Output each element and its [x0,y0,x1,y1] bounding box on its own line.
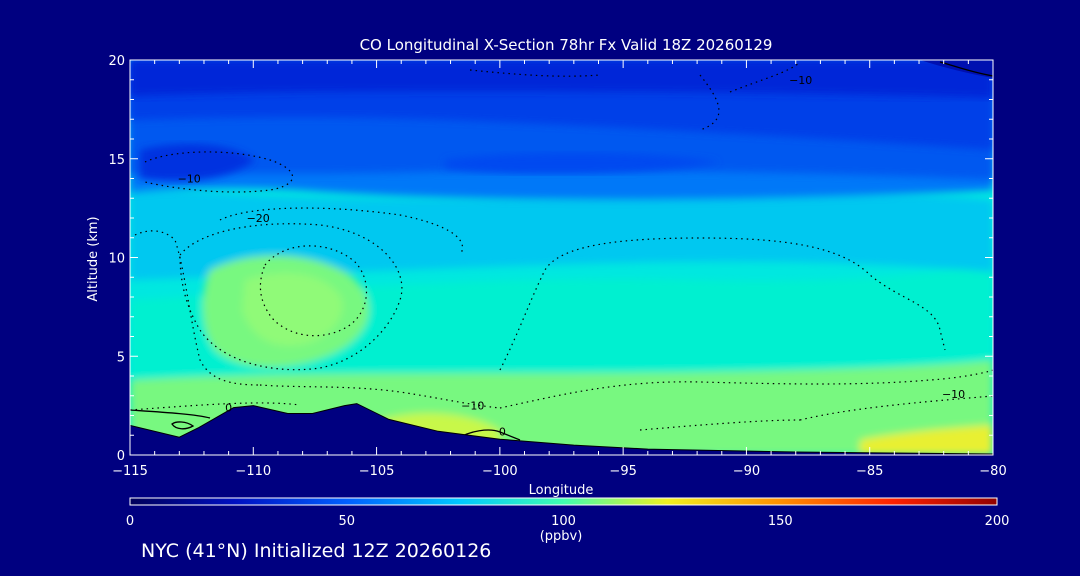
contour-label: −10 [942,388,965,401]
colorbar-tick-label: 50 [338,514,355,529]
y-axis-label: Altitude (km) [86,216,101,301]
x-axis: −115 −110 −105 −100 −95 −90 −85 −80 [112,60,1007,479]
contour-label: −20 [247,212,270,225]
x-tick-label: −100 [482,464,518,479]
terrain-mask [130,403,993,455]
y-tick-label: 15 [108,153,125,168]
y-tick-label: 5 [117,350,125,365]
y-tick-label: 10 [108,252,125,267]
contour-label: 0 [225,402,232,415]
co-field [130,60,993,455]
colorbar [129,497,998,506]
dotted-contours [130,61,993,431]
x-tick-label: −105 [359,464,395,479]
x-tick-label: −80 [979,464,1006,479]
colorbar-tick-label: 100 [551,514,576,529]
colorbar-unit: (ppbv) [540,529,583,544]
contour-label: −10 [178,173,201,186]
y-tick-label: 20 [108,54,125,69]
x-tick-label: −85 [856,464,883,479]
contour-label: 0 [499,425,506,438]
x-tick-label: −110 [235,464,271,479]
contour-label: −10 [789,74,812,87]
colorbar-tick-label: 150 [768,514,793,529]
x-tick-label: −115 [112,464,148,479]
y-tick-label: 0 [117,449,125,464]
colorbar-tick-label: 200 [985,514,1010,529]
y-axis: 0 5 10 15 20 [108,54,993,464]
colorbar-ticks: 0 50 100 150 200 [126,514,1010,529]
chart-title: CO Longitudinal X-Section 78hr Fx Valid … [360,36,773,54]
contour-label: −10 [461,400,484,413]
x-axis-label: Longitude [529,483,594,498]
colorbar-tick-label: 0 [126,514,134,529]
contour-labels: −10 −20 −10 −10 −10 0 0 [178,74,966,439]
x-tick-label: −95 [609,464,636,479]
x-tick-label: −90 [733,464,760,479]
footer-info: NYC (41°N) Initialized 12Z 20260126 [141,540,492,562]
